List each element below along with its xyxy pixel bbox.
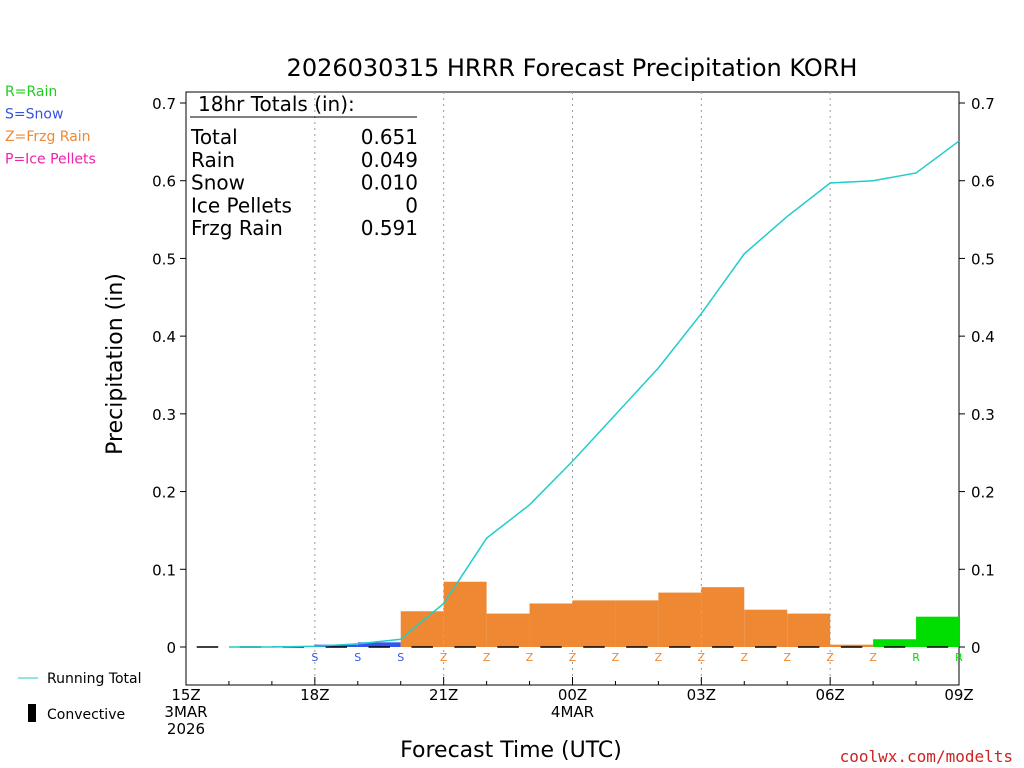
y-tick-label: 0.2	[152, 484, 176, 502]
precip-type-label: Z	[826, 651, 834, 664]
running-total-series	[228, 140, 960, 648]
precip-type-label: Z	[741, 651, 749, 664]
x-tick-label: 03Z	[687, 686, 716, 704]
y-tick-label-right: 0.1	[971, 561, 995, 579]
y-tick-label: 0.3	[152, 406, 176, 424]
precip-type-label: S	[397, 651, 404, 664]
type-legend-entry: S=Snow	[5, 107, 63, 123]
x-tick-label: 06Z	[815, 686, 844, 704]
precip-bar	[658, 592, 702, 647]
y-tick-label: 0.7	[152, 95, 176, 113]
running-total-line	[228, 140, 960, 648]
precip-type-label: S	[354, 651, 361, 664]
precip-type-legend: R=Rain S=Snow Z=Frzg Rain P=Ice Pellets	[5, 84, 96, 168]
precip-type-label: Z	[440, 651, 448, 664]
precip-bar	[916, 616, 959, 647]
precip-bar	[357, 642, 401, 647]
totals-row-label: Frzg Rain	[191, 216, 283, 240]
precip-bar	[830, 644, 874, 647]
y-tick-label-right: 0.7	[971, 95, 995, 113]
x-tick-label: 09Z	[944, 686, 973, 704]
totals-row-value: 0.049	[361, 148, 418, 172]
totals-row-label: Snow	[191, 171, 245, 195]
y-axis-label: Precipitation (in)	[103, 273, 128, 455]
precip-bar	[873, 639, 917, 647]
totals-row-label: Total	[190, 125, 238, 149]
type-legend-entry: P=Ice Pellets	[5, 152, 96, 168]
y-tick-label-right: 0	[971, 639, 981, 657]
totals-row-label: Ice Pellets	[191, 193, 292, 217]
precip-type-label: Z	[483, 651, 491, 664]
precip-bar	[400, 611, 444, 647]
precip-type-label: R	[912, 651, 920, 664]
totals-heading: 18hr Totals (in):	[198, 92, 355, 116]
totals-box: 18hr Totals (in): Total 0.651 Rain 0.049 Snow…	[190, 92, 418, 240]
precip-type-label: S	[311, 651, 318, 664]
precip-type-label: Z	[655, 651, 663, 664]
precip-bar	[314, 644, 358, 647]
totals-row-value: 0	[405, 193, 418, 217]
precip-bar	[529, 603, 573, 647]
precip-type-label: R	[955, 651, 963, 664]
x-tick-label: 2026	[167, 720, 205, 738]
type-legend-entry: R=Rain	[5, 84, 57, 100]
y-tick-label-right: 0.4	[971, 328, 995, 346]
y-tick-label-right: 0.5	[971, 250, 995, 268]
y-tick-label-right: 0.3	[971, 406, 995, 424]
convective-legend-label: Convective	[47, 707, 125, 723]
precip-bar	[443, 581, 487, 647]
totals-row-value: 0.591	[361, 216, 418, 240]
totals-row-value: 0.651	[361, 125, 418, 149]
y-tick-label: 0	[166, 639, 176, 657]
y-tick-label: 0.1	[152, 561, 176, 579]
type-legend-entry: Z=Frzg Rain	[5, 129, 91, 145]
totals-row-label: Rain	[191, 148, 235, 172]
y-tick-label: 0.5	[152, 250, 176, 268]
running-total-legend-label: Running Total	[47, 671, 142, 687]
chart-title: 2026030315 HRRR Forecast Precipitation K…	[287, 54, 858, 82]
precip-type-label: Z	[526, 651, 534, 664]
y-tick-label: 0.6	[152, 173, 176, 191]
precip-bars	[271, 581, 959, 647]
precip-bar	[744, 609, 788, 647]
precip-type-label: Z	[698, 651, 706, 664]
x-axis-label: Forecast Time (UTC)	[400, 738, 622, 763]
precip-type-label: Z	[569, 651, 577, 664]
y-tick-label-right: 0.2	[971, 484, 995, 502]
x-tick-label: 4MAR	[551, 703, 594, 721]
y-tick-label-right: 0.6	[971, 173, 995, 191]
x-tick-label: 3MAR	[164, 703, 207, 721]
totals-row-value: 0.010	[361, 171, 418, 195]
x-tick-label: 15Z	[171, 686, 200, 704]
y-axis-left: 0 0.1 0.2 0.3 0.4 0.5 0.6 0.7	[152, 95, 186, 657]
convective-legend-swatch	[28, 704, 36, 722]
y-axis-right: 0 0.1 0.2 0.3 0.4 0.5 0.6 0.7	[959, 95, 995, 657]
precip-type-label: Z	[783, 651, 791, 664]
precip-bar	[572, 600, 616, 647]
y-tick-label: 0.4	[152, 328, 176, 346]
precip-type-label: Z	[869, 651, 877, 664]
precip-type-label: Z	[612, 651, 620, 664]
precip-bar	[615, 600, 659, 647]
precip-bar	[787, 613, 831, 647]
precip-bar	[486, 613, 530, 647]
credit-text: coolwx.com/modelts	[840, 747, 1013, 766]
precip-bar	[701, 587, 745, 647]
x-tick-label: 18Z	[300, 686, 329, 704]
x-tick-label: 21Z	[429, 686, 458, 704]
x-tick-label: 00Z	[558, 686, 587, 704]
